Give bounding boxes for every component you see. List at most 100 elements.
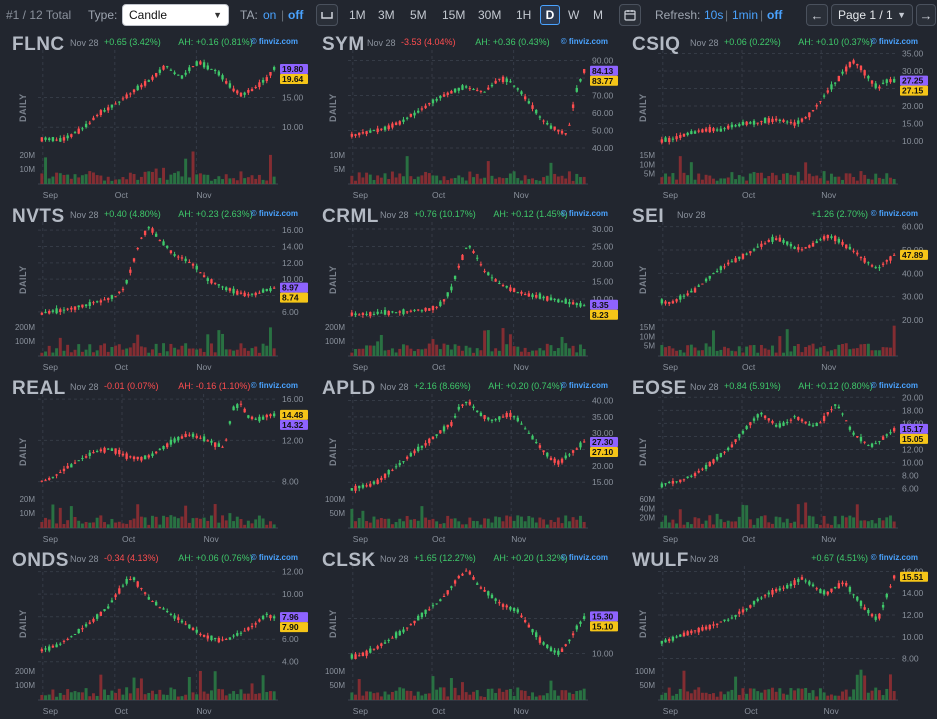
ticker-symbol[interactable]: SYM xyxy=(322,34,365,55)
finviz-brand[interactable]: © finviz.com xyxy=(560,37,608,46)
volume-bar xyxy=(184,343,188,356)
finviz-brand[interactable]: © finviz.com xyxy=(560,553,608,562)
chart-panel-nvts[interactable]: 16.0014.0012.0010.008.006.00200M100MSepO… xyxy=(0,202,310,374)
candle-body xyxy=(527,624,531,628)
chart-layout-button[interactable] xyxy=(316,4,338,26)
volume-bar xyxy=(379,177,383,184)
ticker-symbol[interactable]: WULF xyxy=(632,550,689,571)
volume-bar xyxy=(365,521,369,528)
volume-bar xyxy=(682,524,686,528)
ticker-symbol[interactable]: ONDS xyxy=(12,550,69,571)
chart-panel-real[interactable]: 16.00 12.00 8.00 20M 10M Sep Oct Nov 14.48 14.32 R… xyxy=(0,374,310,546)
price-tick-label: 15.00 xyxy=(592,277,614,287)
refresh-10s-link[interactable]: 10s xyxy=(704,8,724,22)
finviz-brand[interactable]: © finviz.com xyxy=(870,209,918,218)
volume-bar xyxy=(398,687,402,700)
candle-body xyxy=(564,299,567,304)
finviz-brand[interactable]: © finviz.com xyxy=(250,37,298,46)
candle-body xyxy=(774,238,778,240)
next-page-button[interactable]: → xyxy=(916,4,936,26)
ta-on-link[interactable]: on xyxy=(263,8,277,22)
timeframe-30m[interactable]: 30M xyxy=(478,8,502,22)
finviz-brand[interactable]: © finviz.com xyxy=(560,209,608,218)
candle-body xyxy=(512,288,516,292)
finviz-brand[interactable]: © finviz.com xyxy=(870,553,918,562)
volume-bar xyxy=(265,180,269,184)
chart-panel-crml[interactable]: 30.0025.0020.0015.0010.005.00200M100MSep… xyxy=(310,202,620,374)
ticker-symbol[interactable]: CSIQ xyxy=(632,34,681,55)
price-tick-label: 30.00 xyxy=(592,224,614,234)
volume-bar xyxy=(77,177,81,184)
chart-panel-sym[interactable]: 90.0080.0070.0060.0050.0040.0010M5MSepOc… xyxy=(310,30,620,202)
chart-type-select[interactable]: Candle ▼ xyxy=(122,4,229,26)
timeframe-3m[interactable]: 3M xyxy=(378,8,395,22)
volume-bar xyxy=(95,350,99,356)
volume-bar xyxy=(62,694,66,700)
volume-bar xyxy=(125,523,129,528)
volume-bar xyxy=(195,517,199,528)
candle-body xyxy=(708,624,711,630)
timeframe-5m[interactable]: 5M xyxy=(410,8,427,22)
chart-panel-wulf[interactable]: 16.00 14.00 12.00 10.00 8.00 100M 50M Sep Oct Nov… xyxy=(620,546,930,718)
ticker-symbol[interactable]: REAL xyxy=(12,378,66,399)
candle-body xyxy=(671,636,675,641)
chart-panel-clsk[interactable]: 15.0010.00100M50MSepOctNov15.3015.10CLSK… xyxy=(310,546,620,718)
volume-bar xyxy=(88,696,92,700)
ticker-symbol[interactable]: NVTS xyxy=(12,206,65,227)
timeframe-1h[interactable]: 1H xyxy=(516,8,532,22)
timeframe-weekly[interactable]: W xyxy=(568,8,580,22)
prev-page-button[interactable]: ← xyxy=(806,4,828,26)
chart-panel-csiq[interactable]: 35.0030.0025.0020.0015.0010.0015M10M5MSe… xyxy=(620,30,930,202)
volume-bar xyxy=(475,173,479,184)
ta-off-link[interactable]: off xyxy=(288,8,304,22)
calendar-button[interactable] xyxy=(619,4,641,26)
finviz-brand[interactable]: © finviz.com xyxy=(250,209,298,218)
finviz-brand[interactable]: © finviz.com xyxy=(560,381,608,390)
volume-bar xyxy=(752,524,756,528)
ticker-symbol[interactable]: EOSE xyxy=(632,378,687,399)
candle-body xyxy=(121,453,125,456)
volume-bar xyxy=(187,676,191,700)
candle-body xyxy=(892,78,896,83)
volume-bar xyxy=(708,694,712,700)
timeframe-daily[interactable]: D xyxy=(540,5,560,25)
refresh-off-link[interactable]: off xyxy=(767,8,783,22)
finviz-brand[interactable]: © finviz.com xyxy=(870,37,918,46)
volume-bar xyxy=(221,515,225,528)
volume-bar xyxy=(778,180,782,184)
timeframe-1m[interactable]: 1M xyxy=(349,8,366,22)
volume-tick-label: 5M xyxy=(334,165,345,174)
page-select[interactable]: Page 1 / 1 ▼ xyxy=(831,4,913,26)
price-tag-label: 14.32 xyxy=(282,420,304,430)
candle-body xyxy=(428,438,431,444)
volume-bar xyxy=(154,516,158,528)
candle-body xyxy=(852,432,855,435)
chart-panel-flnc[interactable]: 15.00 10.00 20M 10M Sep Oct Nov 19.80 19.64 FLNC N… xyxy=(0,30,310,202)
ticker-symbol[interactable]: SEI xyxy=(632,206,665,227)
ticker-symbol[interactable]: APLD xyxy=(322,378,376,399)
candle-body xyxy=(763,415,767,419)
chart-panel-onds[interactable]: 12.0010.008.006.004.00200M100MSepOctNov7… xyxy=(0,546,310,718)
chart-panel-sei[interactable]: 60.0050.0040.0030.0020.0015M10M5MSepOctN… xyxy=(620,202,930,374)
month-label: Sep xyxy=(353,534,368,544)
ticker-symbol[interactable]: CLSK xyxy=(322,550,376,571)
volume-bar xyxy=(885,347,889,356)
finviz-brand[interactable]: © finviz.com xyxy=(870,381,918,390)
refresh-1min-link[interactable]: 1min xyxy=(732,8,759,22)
volume-bar xyxy=(512,695,516,700)
volume-bar xyxy=(424,348,428,356)
ticker-symbol[interactable]: FLNC xyxy=(12,34,65,55)
volume-bar xyxy=(531,517,535,528)
candle-body xyxy=(191,627,195,631)
candle-body xyxy=(535,632,538,637)
timeframe-monthly[interactable]: M xyxy=(593,8,603,22)
volume-bar xyxy=(239,343,243,356)
month-label: Sep xyxy=(663,534,678,544)
candle-body xyxy=(767,418,770,421)
chart-panel-apld[interactable]: 40.0035.0030.0025.0020.0015.00100M50MSep… xyxy=(310,374,620,546)
ticker-symbol[interactable]: CRML xyxy=(322,206,379,227)
finviz-brand[interactable]: © finviz.com xyxy=(250,381,298,390)
finviz-brand[interactable]: © finviz.com xyxy=(250,553,298,562)
timeframe-15m[interactable]: 15M xyxy=(442,8,466,22)
chart-panel-eose[interactable]: 20.0018.0016.0014.0012.0010.008.006.0060… xyxy=(620,374,930,546)
